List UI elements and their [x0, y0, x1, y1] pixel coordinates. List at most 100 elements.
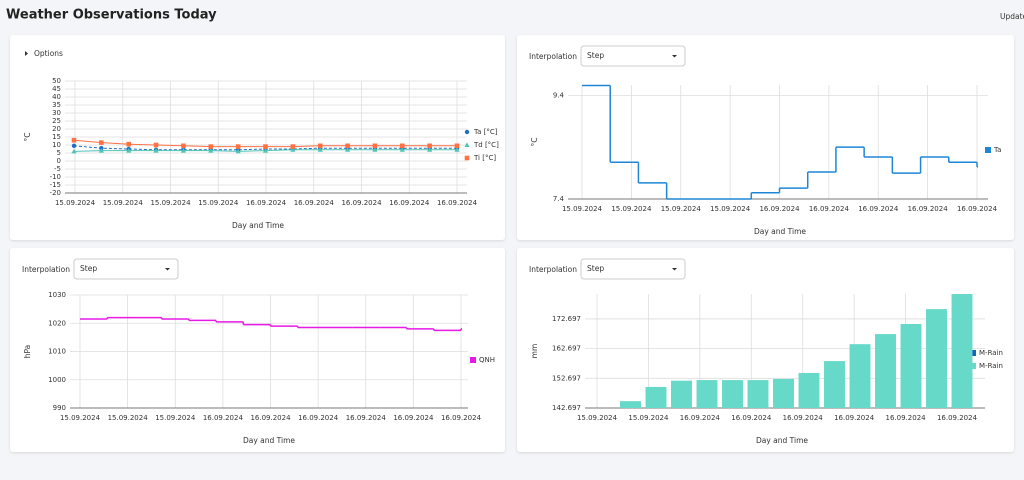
x-tick-label: 15.09.2024: [628, 414, 669, 422]
bar: [849, 344, 871, 408]
select-caret: [672, 55, 677, 58]
x-tick-label: 16.09.2024: [250, 414, 291, 422]
x-tick-label: 15.09.2024: [710, 205, 751, 213]
x-tick-label: 15.09.2024: [661, 205, 702, 213]
bar: [951, 294, 973, 408]
y-axis-label: °C: [23, 133, 32, 142]
point: [399, 147, 405, 152]
x-axis-label: Day and Time: [754, 227, 806, 236]
x-axis-label: Day and Time: [232, 221, 284, 230]
x-tick-label: 15.09.2024: [55, 199, 96, 207]
card: [10, 35, 505, 240]
x-tick-label: 16.09.2024: [908, 205, 949, 213]
y-axis-label: mm: [530, 344, 539, 359]
point: [454, 143, 460, 149]
legend-label: Ta [°C]: [473, 128, 498, 136]
x-tick-label: 16.09.2024: [834, 414, 875, 422]
point: [98, 148, 104, 153]
y-tick-label: 1020: [48, 319, 66, 327]
update-button[interactable]: Update: [1000, 12, 1024, 21]
x-axis-label: Day and Time: [756, 436, 808, 445]
bar: [645, 386, 667, 408]
y-tick-label: 45: [52, 85, 61, 93]
x-tick-label: 15.09.2024: [150, 199, 191, 207]
y-tick-label: 35: [52, 101, 61, 109]
bar: [798, 372, 820, 408]
y-axis-label: hPa: [23, 345, 32, 359]
interpolation-value[interactable]: Step: [80, 264, 97, 273]
legend-label: Ti [°C]: [473, 154, 496, 162]
interpolation-value[interactable]: Step: [587, 264, 604, 273]
point: [464, 155, 470, 161]
interpolation-label: Interpolation: [22, 265, 70, 274]
legend-label: Ta: [993, 146, 1001, 154]
y-tick-label: 25: [52, 117, 61, 125]
point: [372, 143, 378, 149]
x-tick-label: 16.09.2024: [341, 199, 382, 207]
point: [126, 141, 132, 147]
bar: [671, 380, 692, 408]
bar: [824, 361, 845, 408]
point: [317, 147, 323, 152]
x-tick-label: 16.09.2024: [298, 414, 339, 422]
bar: [900, 323, 922, 408]
point: [180, 148, 187, 153]
x-tick-label: 15.09.2024: [562, 205, 603, 213]
options-toggle[interactable]: Options: [34, 49, 63, 58]
y-tick-label: 5: [57, 149, 61, 157]
x-tick-label: 15.09.2024: [577, 414, 618, 422]
y-tick-label: -20: [50, 189, 61, 197]
x-tick-label: 16.09.2024: [437, 199, 478, 207]
point: [181, 143, 186, 149]
expand-icon[interactable]: [25, 51, 28, 56]
interpolation-select[interactable]: [580, 258, 686, 280]
x-tick-label: 15.09.2024: [198, 199, 239, 207]
bar: [747, 380, 769, 408]
point: [71, 143, 77, 148]
point: [399, 143, 405, 149]
legend-label: M-Rain: [979, 349, 1003, 357]
y-tick-label: 1030: [48, 291, 66, 299]
legend-swatch: [970, 350, 976, 356]
y-tick-label: 1010: [48, 348, 66, 356]
x-tick-label: 16.09.2024: [937, 414, 978, 422]
x-tick-label: 16.09.2024: [294, 199, 335, 207]
x-tick-label: 16.09.2024: [858, 205, 899, 213]
x-tick-label: 16.09.2024: [393, 414, 434, 422]
x-tick-label: 16.09.2024: [957, 205, 998, 213]
x-tick-label: 16.09.2024: [809, 205, 850, 213]
y-tick-label: 7.4: [553, 195, 565, 203]
point: [290, 147, 296, 152]
y-tick-label: -5: [54, 165, 61, 173]
point: [372, 147, 378, 152]
x-tick-label: 16.09.2024: [680, 414, 721, 422]
legend-label: M-Rain: [979, 362, 1003, 370]
point: [153, 142, 159, 148]
x-tick-label: 16.09.2024: [203, 414, 244, 422]
interpolation-select[interactable]: [580, 45, 686, 67]
legend-swatch: [970, 363, 976, 369]
x-tick-label: 15.09.2024: [108, 414, 149, 422]
select-caret: [165, 268, 170, 271]
interpolation-select[interactable]: [73, 258, 179, 280]
y-tick-label: 10: [52, 141, 61, 149]
y-tick-label: 40: [52, 93, 61, 101]
point: [126, 148, 132, 153]
y-tick-label: 30: [52, 109, 61, 117]
x-tick-label: 16.09.2024: [783, 414, 824, 422]
y-tick-label: 20: [52, 125, 61, 133]
point: [427, 147, 433, 152]
x-tick-label: 16.09.2024: [759, 205, 800, 213]
legend-swatch: [470, 357, 476, 363]
card: [10, 248, 505, 452]
interpolation-value[interactable]: Step: [587, 51, 604, 60]
x-axis-label: Day and Time: [243, 436, 295, 445]
y-tick-label: 142.697: [552, 404, 581, 412]
legend-label: Td [°C]: [473, 141, 499, 149]
y-tick-label: 172.697: [552, 315, 581, 323]
bar: [875, 334, 896, 408]
x-tick-label: 15.09.2024: [155, 414, 196, 422]
page-title: Weather Observations Today: [6, 8, 217, 23]
point: [71, 148, 77, 154]
y-tick-label: 162.697: [552, 345, 581, 353]
